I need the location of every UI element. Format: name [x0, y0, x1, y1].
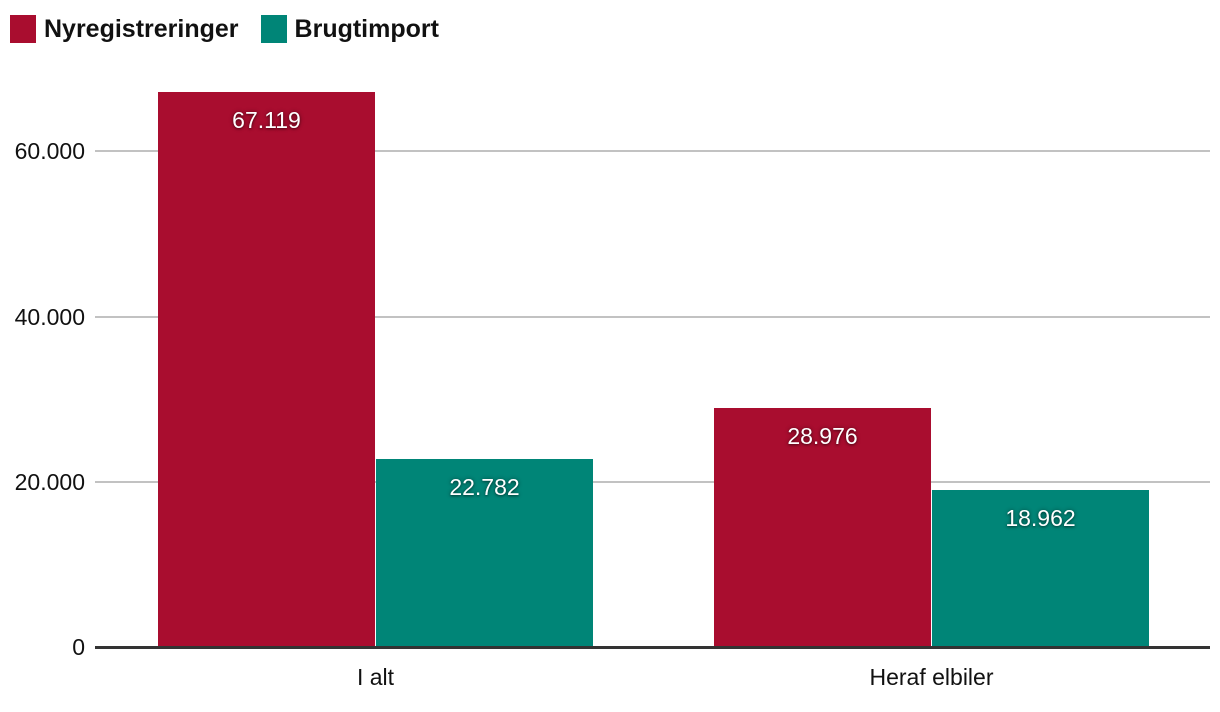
legend-item-brugtimport[interactable]: Brugtimport: [260, 14, 439, 44]
bar-value-label: 28.976: [787, 422, 858, 449]
legend-swatch-brugtimport: [260, 15, 287, 43]
bar-brugtimport-heraf-elbiler[interactable]: 18.962: [932, 490, 1149, 647]
bar-value-label: 67.119: [232, 107, 301, 134]
legend-swatch-nyregistreringer: [10, 15, 36, 43]
bar-nyregistreringer-i-alt[interactable]: 67.119: [158, 92, 375, 647]
x-category-label-heraf-elbiler: Heraf elbiler: [869, 664, 994, 690]
y-tick-label-60-000: 60.000: [14, 138, 85, 165]
legend-label-nyregistreringer: Nyregistreringer: [44, 15, 239, 43]
bar-value-label: 18.962: [1005, 505, 1076, 532]
y-tick-label-0: 0: [72, 634, 85, 660]
y-tick-label-20-000: 20.000: [14, 468, 85, 495]
y-tick-label-40-000: 40.000: [14, 303, 85, 330]
legend-label-brugtimport: Brugtimport: [294, 15, 439, 43]
bar-value-label: 22.782: [449, 473, 520, 500]
bar-nyregistreringer-heraf-elbiler[interactable]: 28.976: [714, 407, 931, 647]
gridline-60-000: [95, 150, 1210, 153]
chart-legend: Nyregistreringer Brugtimport: [10, 14, 439, 44]
gridline-40-000: [95, 315, 1210, 318]
bar-brugtimport-i-alt[interactable]: 22.782: [376, 458, 593, 647]
x-axis-line: [95, 646, 1210, 649]
x-category-label-i-alt: I alt: [356, 664, 395, 690]
legend-item-nyregistreringer[interactable]: Nyregistreringer: [10, 14, 239, 44]
gridline-20-000: [95, 480, 1210, 483]
